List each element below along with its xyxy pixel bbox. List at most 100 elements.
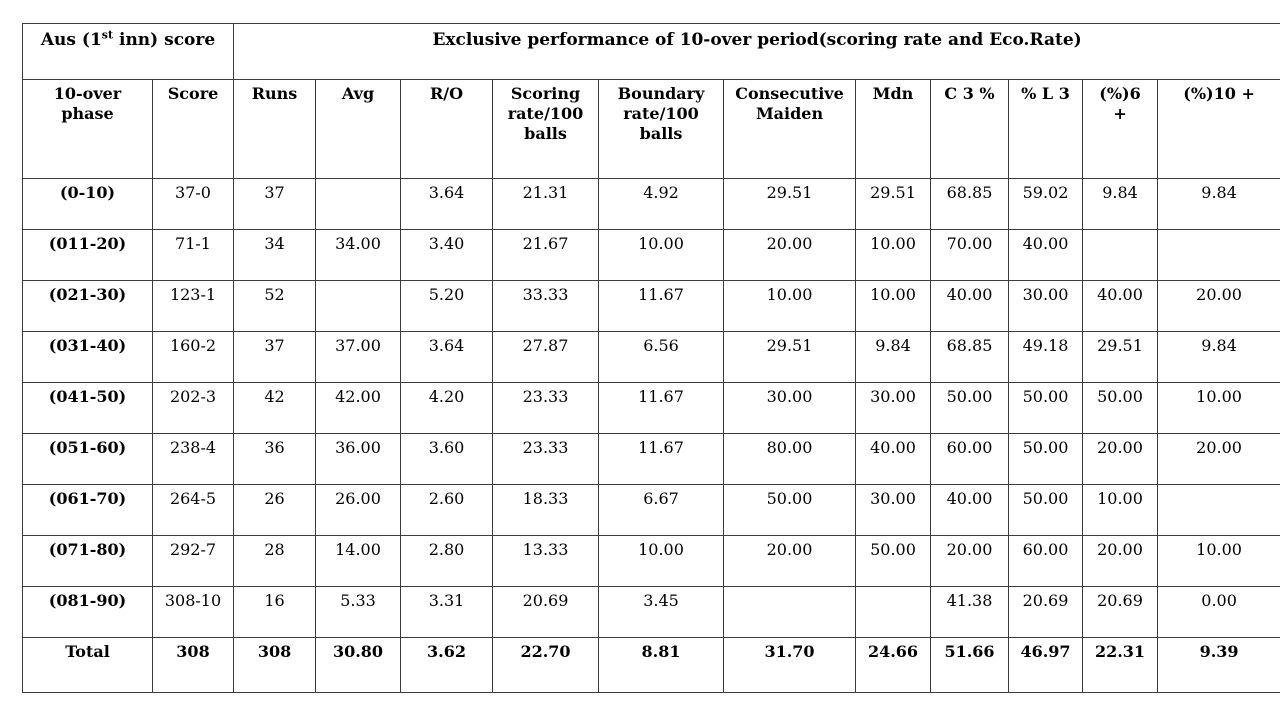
corner-header-pre: Aus (1 bbox=[40, 30, 102, 50]
total-value-cell: 30.80 bbox=[315, 637, 402, 693]
value-cell: 30.00 bbox=[855, 382, 932, 434]
value-cell: 23.33 bbox=[492, 382, 600, 434]
value-cell: 30.00 bbox=[855, 484, 932, 536]
value-cell: 3.64 bbox=[400, 178, 494, 230]
value-cell: 20.69 bbox=[1082, 586, 1159, 638]
value-cell: 37.00 bbox=[315, 331, 402, 383]
value-cell: 10.00 bbox=[1157, 382, 1280, 434]
value-cell: 37 bbox=[233, 178, 317, 230]
col-header-boundary-rate: Boundary rate/100 balls bbox=[598, 79, 725, 179]
value-cell bbox=[1157, 229, 1280, 281]
total-value-cell: 24.66 bbox=[855, 637, 932, 693]
col-header-10-over-phase: 10-over phase bbox=[22, 79, 153, 179]
value-cell: 80.00 bbox=[723, 433, 857, 485]
value-cell: 68.85 bbox=[930, 331, 1010, 383]
value-cell: 41.38 bbox=[930, 586, 1010, 638]
phase-cell: (021-30) bbox=[22, 280, 153, 332]
value-cell: 11.67 bbox=[598, 382, 725, 434]
phase-cell: (0-10) bbox=[22, 178, 153, 230]
value-cell: 49.18 bbox=[1008, 331, 1084, 383]
value-cell: 29.51 bbox=[723, 178, 857, 230]
value-cell: 10.00 bbox=[1082, 484, 1159, 536]
value-cell: 59.02 bbox=[1008, 178, 1084, 230]
value-cell: 9.84 bbox=[1157, 178, 1280, 230]
total-value-cell: 22.70 bbox=[492, 637, 600, 693]
header-row-top: Aus (1st inn) score Exclusive performanc… bbox=[21, 23, 1280, 80]
value-cell: 14.00 bbox=[315, 535, 402, 587]
value-cell: 5.20 bbox=[400, 280, 494, 332]
value-cell: 6.56 bbox=[598, 331, 725, 383]
corner-header-superscript: st bbox=[101, 28, 114, 42]
value-cell: 68.85 bbox=[930, 178, 1010, 230]
total-value-cell: 9.39 bbox=[1157, 637, 1280, 693]
value-cell: 10.00 bbox=[1157, 535, 1280, 587]
value-cell: 20.00 bbox=[723, 229, 857, 281]
phase-cell: (071-80) bbox=[22, 535, 153, 587]
value-cell: 11.67 bbox=[598, 433, 725, 485]
value-cell: 6.67 bbox=[598, 484, 725, 536]
value-cell: 9.84 bbox=[855, 331, 932, 383]
value-cell: 0.00 bbox=[1157, 586, 1280, 638]
col-header-pct-6-plus: (%)6 + bbox=[1082, 79, 1159, 179]
value-cell: 36 bbox=[233, 433, 317, 485]
value-cell: 21.67 bbox=[492, 229, 600, 281]
value-cell: 3.40 bbox=[400, 229, 494, 281]
score-cell: 160-2 bbox=[151, 331, 235, 383]
value-cell: 9.84 bbox=[1082, 178, 1159, 230]
value-cell: 2.80 bbox=[400, 535, 494, 587]
value-cell: 10.00 bbox=[723, 280, 857, 332]
value-cell: 33.33 bbox=[492, 280, 600, 332]
col-header-pct-6-plus-label: (%)6 + bbox=[1099, 84, 1141, 123]
value-cell: 30.00 bbox=[1008, 280, 1084, 332]
col-header-pct-l3: % L 3 bbox=[1008, 79, 1084, 179]
value-cell: 20.00 bbox=[723, 535, 857, 587]
value-cell: 42 bbox=[233, 382, 317, 434]
phase-cell: (031-40) bbox=[22, 331, 153, 383]
score-cell: 264-5 bbox=[151, 484, 235, 536]
value-cell: 50.00 bbox=[1082, 382, 1159, 434]
phase-cell: (041-50) bbox=[22, 382, 153, 434]
col-header-scoring-rate: Scoring rate/100 balls bbox=[492, 79, 600, 179]
value-cell: 2.60 bbox=[400, 484, 494, 536]
value-cell: 18.33 bbox=[492, 484, 600, 536]
col-header-mdn: Mdn bbox=[855, 79, 932, 179]
value-cell: 42.00 bbox=[315, 382, 402, 434]
col-header-consecutive-maiden: Consecutive Maiden bbox=[723, 79, 857, 179]
stats-table: Aus (1st inn) score Exclusive performanc… bbox=[21, 23, 1280, 693]
value-cell: 34 bbox=[233, 229, 317, 281]
value-cell bbox=[315, 178, 402, 230]
value-cell bbox=[1082, 229, 1159, 281]
value-cell: 50.00 bbox=[1008, 433, 1084, 485]
value-cell bbox=[1157, 484, 1280, 536]
score-cell: 202-3 bbox=[151, 382, 235, 434]
value-cell: 50.00 bbox=[1008, 484, 1084, 536]
value-cell: 11.67 bbox=[598, 280, 725, 332]
value-cell: 20.69 bbox=[492, 586, 600, 638]
phase-cell: (061-70) bbox=[22, 484, 153, 536]
value-cell: 60.00 bbox=[1008, 535, 1084, 587]
value-cell: 29.51 bbox=[855, 178, 932, 230]
value-cell: 10.00 bbox=[598, 535, 725, 587]
value-cell bbox=[315, 280, 402, 332]
value-cell: 37 bbox=[233, 331, 317, 383]
table-row: (031-40) 160-2 37 37.00 3.64 27.87 6.56 29.51 9.… bbox=[22, 331, 1280, 383]
total-value-cell: 22.31 bbox=[1082, 637, 1159, 693]
stats-table-body: (0-10) 37-0 37 3.64 21.31 4.92 29.51 29.51 68.85… bbox=[22, 178, 1280, 693]
table-row: (071-80) 292-7 28 14.00 2.80 13.33 10.00 20.00 5… bbox=[22, 535, 1280, 587]
value-cell: 27.87 bbox=[492, 331, 600, 383]
col-header-run-rate: R/O bbox=[400, 79, 494, 179]
value-cell: 20.69 bbox=[1008, 586, 1084, 638]
value-cell: 40.00 bbox=[855, 433, 932, 485]
total-value-cell: 3.62 bbox=[400, 637, 494, 693]
value-cell: 60.00 bbox=[930, 433, 1010, 485]
table-row: (081-90) 308-10 16 5.33 3.31 20.69 3.45 41.38 20… bbox=[22, 586, 1280, 638]
value-cell: 50.00 bbox=[1008, 382, 1084, 434]
col-header-score: Score bbox=[151, 79, 235, 179]
total-value-cell: 51.66 bbox=[930, 637, 1010, 693]
value-cell: 26.00 bbox=[315, 484, 402, 536]
value-cell: 30.00 bbox=[723, 382, 857, 434]
value-cell: 5.33 bbox=[315, 586, 402, 638]
value-cell: 20.00 bbox=[1157, 280, 1280, 332]
score-cell: 292-7 bbox=[151, 535, 235, 587]
value-cell: 40.00 bbox=[1082, 280, 1159, 332]
